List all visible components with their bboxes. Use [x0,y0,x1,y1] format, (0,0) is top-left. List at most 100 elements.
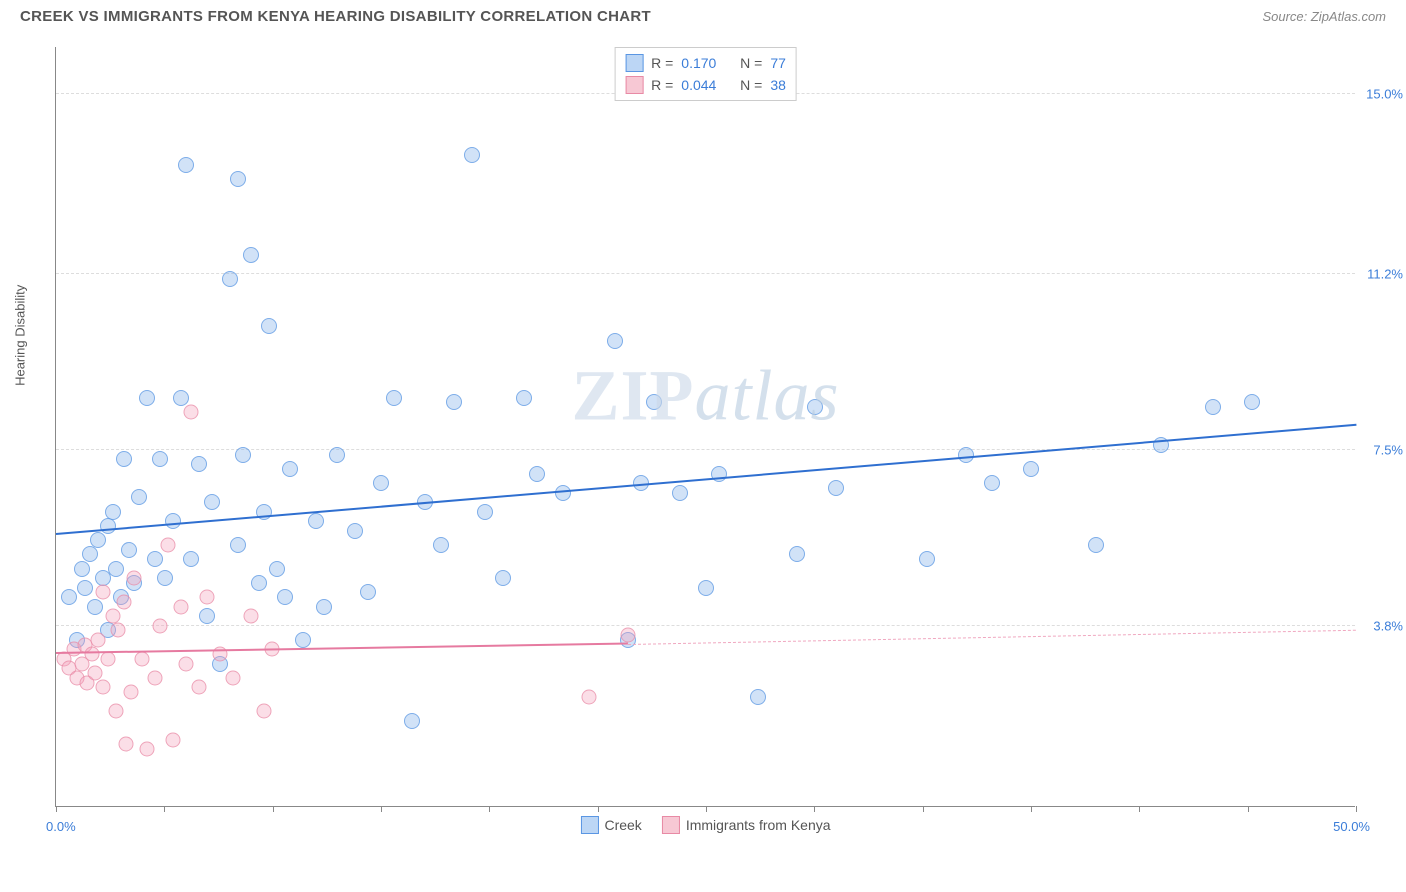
data-point-creek [1088,537,1104,553]
chart-title: CREEK VS IMMIGRANTS FROM KENYA HEARING D… [20,8,651,25]
data-point-creek [1205,399,1221,415]
data-point-creek [74,561,90,577]
x-tick [489,806,490,812]
data-point-creek [373,475,389,491]
y-tick-label: 11.2% [1367,267,1403,282]
data-point-creek [204,494,220,510]
data-point-creek [243,247,259,263]
data-point-creek [984,475,1000,491]
r-label: R = [651,77,673,93]
r-value-kenya: 0.044 [681,77,716,93]
data-point-creek [61,589,77,605]
stat-legend: R = 0.170 N = 77 R = 0.044 N = 38 [614,47,797,101]
data-point-creek [495,570,511,586]
data-point-kenya [116,594,131,609]
data-point-creek [82,546,98,562]
data-point-creek [157,570,173,586]
chart-wrap: Hearing Disability ZIPatlas R = 0.170 N … [0,29,1406,879]
stat-row-creek: R = 0.170 N = 77 [625,52,786,74]
gridline: 11.2% [56,273,1355,274]
watermark-zip: ZIP [571,356,694,436]
data-point-creek [347,523,363,539]
data-point-kenya [184,404,199,419]
data-point-creek [919,551,935,567]
data-point-creek [316,599,332,615]
data-point-kenya [108,704,123,719]
data-point-creek [191,456,207,472]
watermark: ZIPatlas [571,355,839,438]
data-point-creek [178,157,194,173]
y-axis-title: Hearing Disability [13,285,28,386]
x-tick [598,806,599,812]
x-tick [56,806,57,812]
data-point-creek [308,513,324,529]
data-point-kenya [134,651,149,666]
data-point-creek [230,171,246,187]
data-point-creek [516,390,532,406]
data-point-creek [789,546,805,562]
data-point-creek [147,551,163,567]
data-point-creek [404,713,420,729]
data-point-creek [386,390,402,406]
data-point-creek [672,485,688,501]
data-point-creek [251,575,267,591]
data-point-kenya [257,704,272,719]
data-point-kenya [124,685,139,700]
data-point-kenya [90,632,105,647]
data-point-creek [828,480,844,496]
data-point-kenya [127,571,142,586]
data-point-creek [958,447,974,463]
n-label: N = [740,77,762,93]
x-tick [923,806,924,812]
data-point-kenya [166,732,181,747]
r-label: R = [651,55,673,71]
data-point-creek [100,518,116,534]
data-point-kenya [153,618,168,633]
data-point-creek [282,461,298,477]
swatch-blue [625,54,643,72]
data-point-creek [269,561,285,577]
data-point-creek [750,689,766,705]
x-tick [1031,806,1032,812]
data-point-kenya [244,609,259,624]
data-point-creek [222,271,238,287]
x-label-max: 50.0% [1333,819,1370,834]
data-point-kenya [582,689,597,704]
n-value-kenya: 38 [770,77,786,93]
x-tick [164,806,165,812]
data-point-creek [152,451,168,467]
data-point-creek [1244,394,1260,410]
x-tick [706,806,707,812]
data-point-creek [646,394,662,410]
x-tick [1248,806,1249,812]
x-tick [381,806,382,812]
data-point-creek [131,489,147,505]
legend-label-creek: Creek [604,817,641,833]
swatch-pink [662,816,680,834]
data-point-creek [698,580,714,596]
data-point-creek [139,390,155,406]
data-point-creek [261,318,277,334]
x-tick [1139,806,1140,812]
data-point-kenya [147,670,162,685]
data-point-kenya [119,737,134,752]
data-point-creek [277,589,293,605]
data-point-creek [230,537,246,553]
data-point-creek [116,451,132,467]
data-point-creek [329,447,345,463]
data-point-creek [77,580,93,596]
n-value-creek: 77 [770,55,786,71]
data-point-kenya [621,628,636,643]
data-point-creek [173,390,189,406]
stat-row-kenya: R = 0.044 N = 38 [625,74,786,96]
r-value-creek: 0.170 [681,55,716,71]
data-point-creek [165,513,181,529]
swatch-blue [580,816,598,834]
data-point-creek [87,599,103,615]
gridline: 3.8% [56,625,1355,626]
data-point-kenya [192,680,207,695]
data-point-kenya [95,585,110,600]
data-point-creek [477,504,493,520]
legend-item-creek: Creek [580,816,641,834]
chart-header: CREEK VS IMMIGRANTS FROM KENYA HEARING D… [0,0,1406,29]
